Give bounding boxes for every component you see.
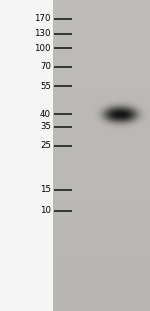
Text: 10: 10 xyxy=(40,207,51,215)
Text: 55: 55 xyxy=(40,82,51,91)
Text: 170: 170 xyxy=(34,14,51,23)
Text: 15: 15 xyxy=(40,185,51,194)
Text: 70: 70 xyxy=(40,63,51,71)
Text: 25: 25 xyxy=(40,141,51,150)
Text: 40: 40 xyxy=(40,110,51,119)
Text: 35: 35 xyxy=(40,123,51,131)
Text: 130: 130 xyxy=(34,29,51,38)
Text: 100: 100 xyxy=(34,44,51,53)
